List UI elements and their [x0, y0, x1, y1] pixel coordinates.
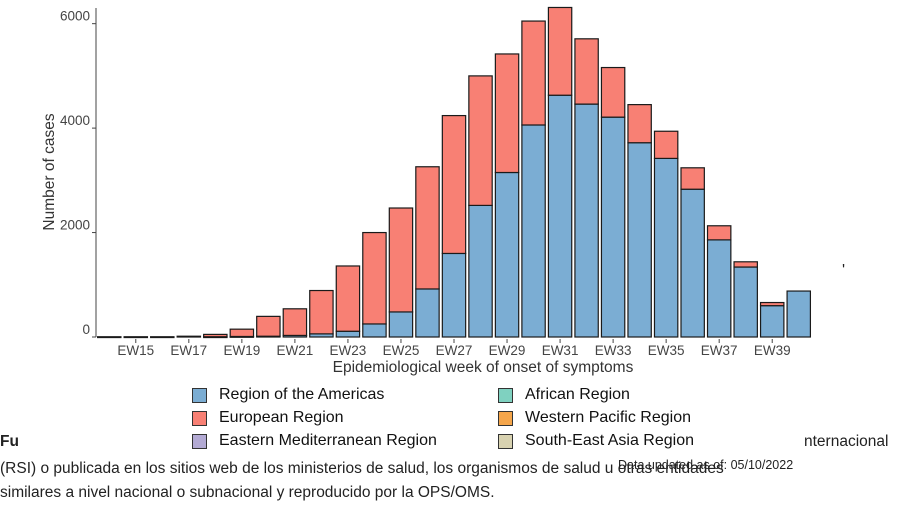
x-tick-label: EW35: [648, 343, 685, 358]
legend-swatch: [192, 387, 207, 403]
bar-segment: [733, 266, 758, 338]
bar-segment: [468, 204, 493, 338]
legend-label: Region of the Americas: [219, 386, 385, 403]
bar-segment: [415, 166, 440, 290]
bar-segment: [96, 336, 122, 339]
bar-segment: [494, 171, 520, 338]
bar-segment: [123, 336, 149, 339]
bar-segment: [759, 301, 785, 307]
bar-segment: [547, 94, 573, 338]
footer-right-text: nternacional: [804, 433, 889, 450]
x-tick-label: EW31: [542, 343, 579, 358]
legend-label: Western Pacific Region: [525, 409, 691, 426]
bar-segment: [335, 265, 361, 332]
data-updated-note: Data updated as of: 05/10/2022: [618, 458, 794, 472]
bar-segment: [627, 142, 652, 338]
bar-segment: [309, 289, 334, 335]
bar-segment: [362, 231, 387, 325]
bar-segment: [706, 225, 732, 241]
x-tick-label: EW15: [117, 343, 154, 358]
legend-item: Eastern Mediterranean Region: [192, 432, 437, 450]
y-tick-label: 2000: [60, 218, 90, 233]
x-tick-label: EW29: [489, 343, 526, 358]
bar-segment: [176, 335, 202, 338]
footer-prefix-text: Fu: [0, 433, 19, 450]
bar-segment: [733, 261, 758, 268]
bar-segment: [574, 38, 599, 105]
y-axis-label: Number of cases: [41, 113, 58, 230]
footer-source-line-1: (RSI) o publicada en los sitios web de l…: [0, 460, 724, 477]
legend-swatch: [192, 433, 207, 449]
bar-segment: [415, 288, 440, 338]
bar-segment: [494, 53, 520, 174]
x-tick-label: EW27: [436, 343, 473, 358]
legend-swatch: [498, 387, 513, 403]
bar-segment: [759, 305, 785, 338]
bar-segment: [388, 207, 414, 313]
bar-segment: [574, 103, 599, 338]
x-tick-label: EW21: [277, 343, 314, 358]
bar-segment: [680, 188, 705, 338]
legend-swatch: [498, 433, 513, 449]
bar-segment: [229, 328, 255, 338]
legend-label: African Region: [525, 386, 630, 403]
x-tick-label: EW23: [330, 343, 367, 358]
legend-item: African Region: [498, 386, 630, 404]
bar-segment: [600, 66, 626, 118]
bar-segment: [335, 330, 361, 338]
x-tick-label: EW17: [170, 343, 207, 358]
legend-label: South-East Asia Region: [525, 432, 694, 449]
x-tick-label: EW39: [754, 343, 791, 358]
legend-label: Eastern Mediterranean Region: [219, 432, 437, 449]
bar-segment: [786, 290, 812, 338]
bar-segment: [441, 252, 467, 338]
legend-swatch: [192, 410, 207, 426]
x-tick-label: EW37: [701, 343, 738, 358]
bar-segment: [256, 315, 281, 337]
footer-source-line-2: similares a nivel nacional o subnacional…: [0, 484, 495, 501]
y-tick-label: 6000: [60, 9, 90, 24]
x-tick-label: EW19: [223, 343, 260, 358]
y-tick-label: 4000: [60, 113, 90, 128]
bar-segment: [680, 167, 705, 190]
x-axis-label: Epidemiological week of onset of symptom…: [333, 359, 634, 376]
bar-segment: [600, 116, 626, 338]
bar-segment: [706, 239, 732, 338]
bar-segment: [627, 104, 652, 144]
bar-segment: [653, 130, 679, 160]
legend-item: European Region: [192, 409, 344, 427]
y-tick-label: 0: [82, 322, 90, 337]
bar-segment: [362, 323, 387, 338]
bar-segment: [521, 20, 546, 126]
bar-segment: [468, 75, 493, 206]
side-mark-text: ': [842, 262, 846, 279]
bar-segment: [282, 308, 308, 337]
legend-item: South-East Asia Region: [498, 432, 694, 450]
legend-item: Western Pacific Region: [498, 409, 691, 427]
legend-label: European Region: [219, 409, 344, 426]
x-tick-label: EW33: [595, 343, 632, 358]
bar-segment: [441, 114, 467, 255]
legend-swatch: [498, 410, 513, 426]
x-tick-label: EW25: [383, 343, 420, 358]
bar-segment: [388, 311, 414, 338]
bar-segment: [521, 124, 546, 338]
bar-segment: [653, 157, 679, 338]
legend-item: Region of the Americas: [192, 386, 384, 404]
bar-segment: [547, 6, 573, 96]
bar-segment: [203, 333, 228, 338]
bar-segment: [150, 336, 175, 339]
